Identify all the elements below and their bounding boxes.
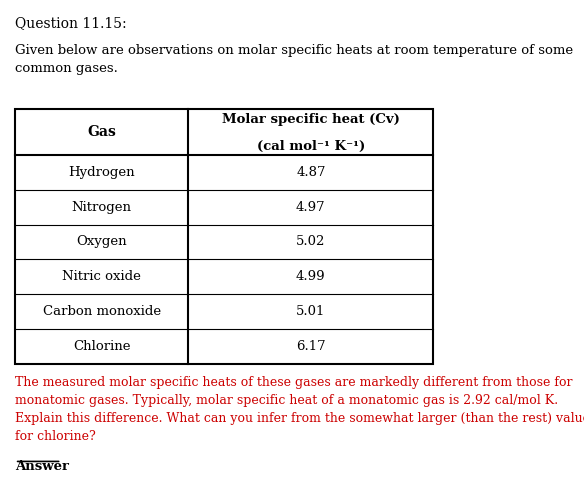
Text: Question 11.15:: Question 11.15: (15, 16, 126, 30)
Text: 5.01: 5.01 (296, 305, 325, 318)
Text: Molar specific heat (Cv): Molar specific heat (Cv) (222, 113, 400, 126)
Text: Nitric oxide: Nitric oxide (62, 270, 141, 283)
Text: 6.17: 6.17 (296, 340, 326, 353)
Text: 5.02: 5.02 (296, 236, 325, 249)
Text: Oxygen: Oxygen (77, 236, 127, 249)
Text: The measured molar specific heats of these gases are markedly different from tho: The measured molar specific heats of the… (15, 376, 584, 443)
Text: 4.97: 4.97 (296, 201, 326, 214)
Text: (cal mol⁻¹ K⁻¹): (cal mol⁻¹ K⁻¹) (257, 140, 365, 153)
Text: 4.99: 4.99 (296, 270, 326, 283)
Text: Nitrogen: Nitrogen (72, 201, 131, 214)
Text: Chlorine: Chlorine (73, 340, 130, 353)
Text: Hydrogen: Hydrogen (68, 166, 135, 179)
Text: 4.87: 4.87 (296, 166, 326, 179)
Text: Answer: Answer (15, 459, 69, 472)
Text: Carbon monoxide: Carbon monoxide (43, 305, 161, 318)
Text: Given below are observations on molar specific heats at room temperature of some: Given below are observations on molar sp… (15, 44, 573, 75)
Text: Gas: Gas (87, 125, 116, 139)
